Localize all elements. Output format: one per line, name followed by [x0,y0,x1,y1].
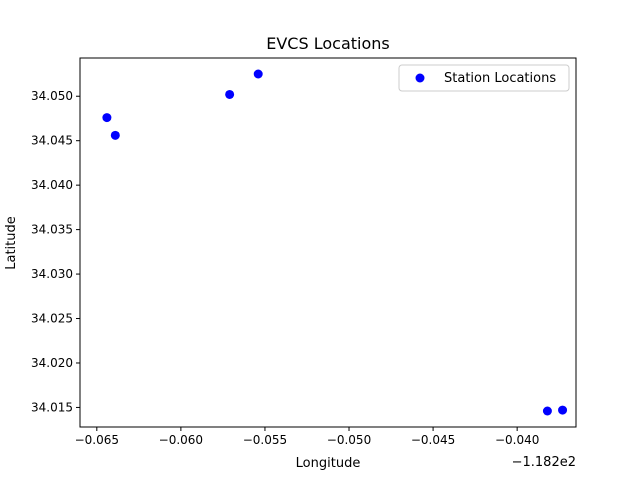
station-point [253,69,263,79]
chart-title: EVCS Locations [266,34,389,53]
legend: Station Locations [398,64,570,92]
x-axis-ticks: −0.065 −0.060 −0.055 −0.050 −0.045 −0.040 [75,427,539,447]
plot-frame [79,57,577,428]
y-tick-label: 34.035 [31,223,73,237]
x-tick-label: −0.055 [243,433,287,447]
station-point [102,113,112,123]
y-tick-label: 34.050 [31,89,73,103]
station-point [542,406,552,416]
station-point [558,405,568,415]
station-point [225,89,235,99]
y-tick-label: 34.020 [31,356,73,370]
data-points [102,69,568,416]
station-point [110,130,120,140]
legend-label: Station Locations [444,71,556,86]
x-tick-label: −0.065 [75,433,119,447]
x-tick-label: −0.050 [327,433,371,447]
x-axis-label: Longitude [296,456,361,471]
y-tick-label: 34.030 [31,267,73,281]
y-axis-label: Latitude [4,216,19,270]
legend-marker [415,73,425,83]
x-tick-label: −0.045 [411,433,455,447]
x-tick-label: −0.040 [495,433,539,447]
y-tick-label: 34.045 [31,134,73,148]
y-tick-label: 34.040 [31,178,73,192]
y-tick-label: 34.015 [31,400,73,414]
y-tick-label: 34.025 [31,312,73,326]
x-tick-label: −0.060 [159,433,203,447]
plot-area: −0.065 −0.060 −0.055 −0.050 −0.045 −0.040 34.… [31,57,577,447]
plot-background [80,58,576,427]
y-axis-ticks: 34.015 34.020 34.025 34.030 34.035 34.040 34.0… [31,89,80,414]
legend-box [398,64,570,92]
x-axis-offset-label: −1.182e2 [512,455,576,470]
